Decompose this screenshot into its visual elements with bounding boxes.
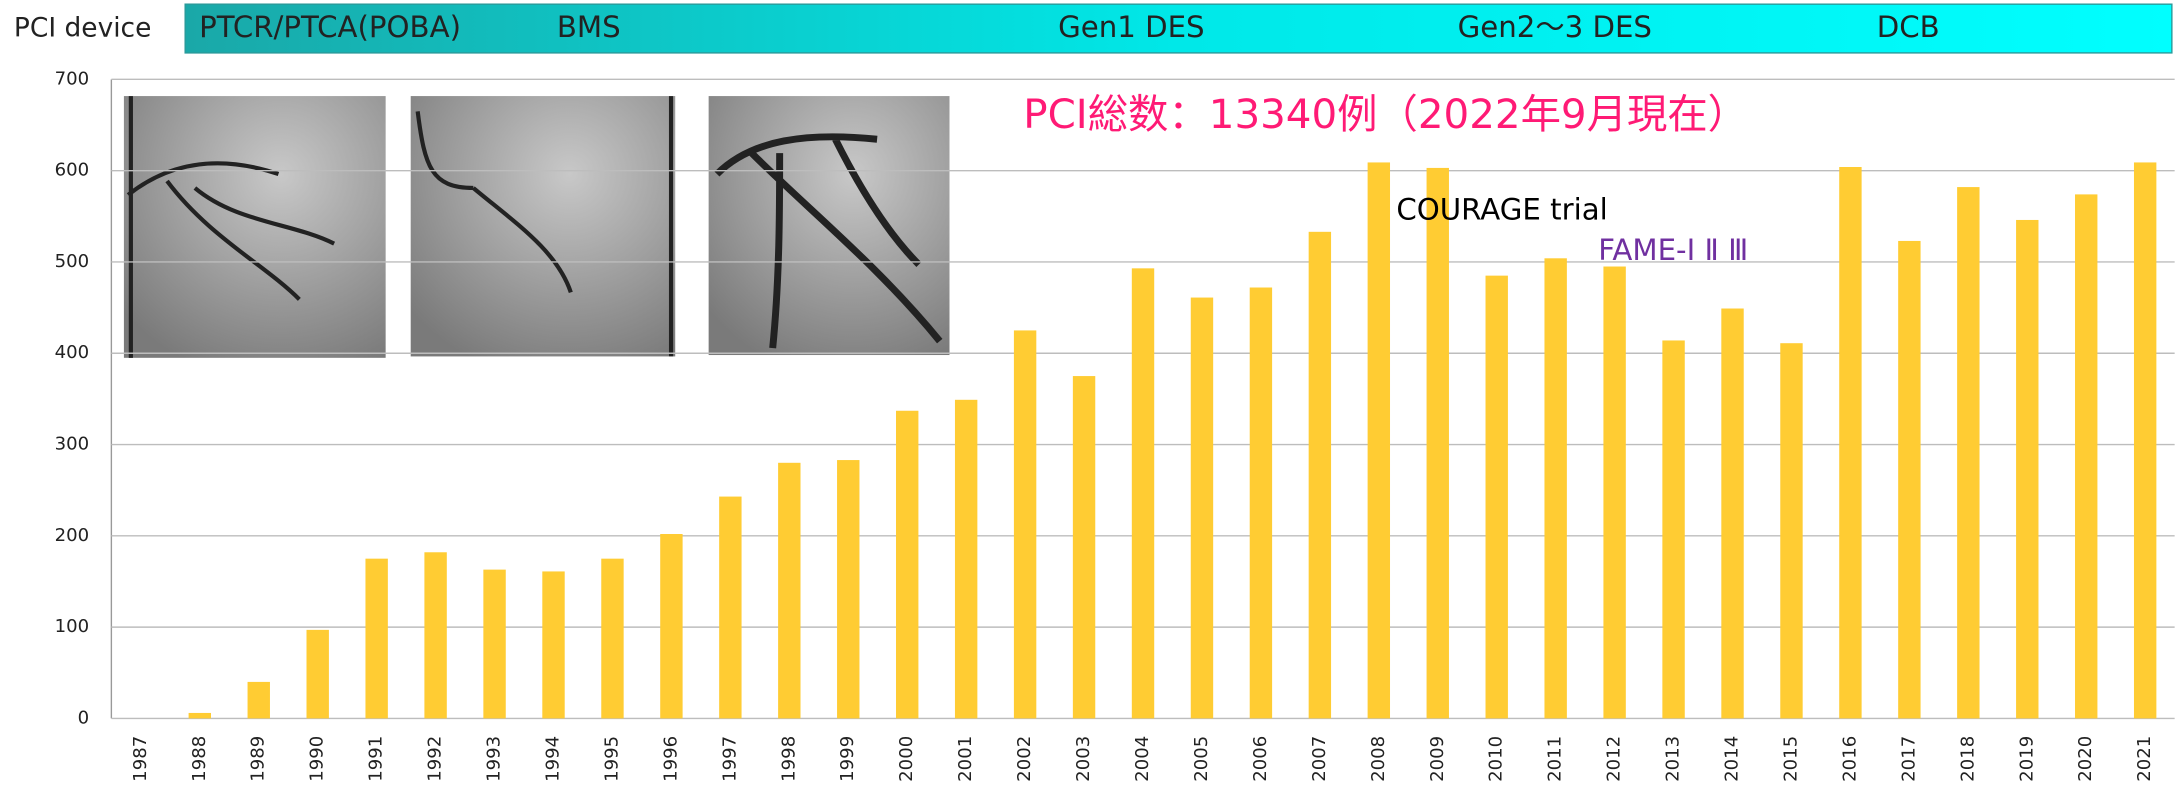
annotation: PCI総数：13340例（2022年9月現在） [1023, 91, 1748, 138]
x-tick-label: 1987 [130, 736, 151, 782]
angiogram-image [411, 96, 676, 356]
page: {"header": {"label": "PCI device", "eras… [0, 0, 2183, 795]
x-tick-label: 1991 [366, 736, 387, 782]
x-tick-label: 1988 [189, 736, 210, 782]
x-tick-label: 1995 [601, 736, 622, 782]
bar [1427, 168, 1449, 719]
bar [660, 534, 682, 718]
bar [365, 559, 387, 719]
y-tick-label: 0 [78, 707, 90, 728]
x-tick-label: 2006 [1250, 736, 1271, 782]
x-tick-label: 2021 [2134, 736, 2155, 782]
angiogram-images [124, 96, 950, 358]
x-tick-label: 2001 [955, 736, 976, 782]
x-tick-label: 2020 [2075, 736, 2096, 782]
bar [307, 630, 329, 719]
x-tick-label: 2003 [1073, 736, 1094, 782]
y-tick-label: 200 [55, 525, 90, 546]
bar [1721, 309, 1743, 719]
bar [1839, 167, 1861, 718]
bar [719, 497, 741, 719]
era-label: Gen2～3 DES [1458, 10, 1652, 44]
x-tick-label: 1999 [837, 736, 858, 782]
x-tick-label: 2013 [1663, 736, 1684, 782]
bar [2075, 194, 2097, 718]
x-tick-label: 2015 [1780, 736, 1801, 782]
bar [483, 570, 505, 719]
chart: PCI device PTCR/PTCA(POBA) BMS Gen1 DES Gen… [0, 0, 2183, 795]
bar [837, 460, 859, 718]
bar [1309, 232, 1331, 719]
bar [189, 713, 211, 718]
header-label: PCI device [14, 13, 151, 44]
x-tick-label: 1997 [719, 736, 740, 782]
bar [542, 571, 564, 718]
bar [896, 411, 918, 719]
x-tick-label: 1996 [660, 736, 681, 782]
bar [1486, 276, 1508, 719]
bar [1132, 268, 1154, 718]
x-tick-label: 2010 [1486, 736, 1507, 782]
bar [1780, 343, 1802, 718]
x-tick-label: 2009 [1427, 736, 1448, 782]
annotation: FAME-Ⅰ Ⅱ Ⅲ [1598, 233, 1748, 267]
y-tick-label: 500 [55, 251, 90, 272]
bar [955, 400, 977, 719]
bar [1898, 241, 1920, 718]
y-tick-label: 700 [55, 68, 90, 89]
x-tick-label: 1994 [543, 736, 564, 782]
x-tick-label: 2011 [1545, 736, 1566, 782]
x-tick-label: 2018 [1957, 736, 1978, 782]
bar [1191, 298, 1213, 719]
x-tick-label: 2007 [1309, 736, 1330, 782]
x-tick-label: 1990 [307, 736, 328, 782]
x-tick-label: 2005 [1191, 736, 1212, 782]
bar [778, 463, 800, 719]
bar [1662, 340, 1684, 718]
x-tick-label: 2017 [1898, 736, 1919, 782]
x-tick-label: 1992 [425, 736, 446, 782]
x-tick-label: 1998 [778, 736, 799, 782]
y-tick-label: 600 [55, 160, 90, 181]
era-label: Gen1 DES [1058, 10, 1205, 44]
era-label: BMS [557, 10, 621, 44]
x-tick-label: 2016 [1839, 736, 1860, 782]
bar [1957, 187, 1979, 718]
x-tick-label: 2012 [1604, 736, 1625, 782]
x-tick-label: 2008 [1368, 736, 1389, 782]
bar [2016, 220, 2038, 718]
x-tick-label: 2019 [2016, 736, 2037, 782]
x-tick-label: 1993 [484, 736, 505, 782]
y-tick-label: 300 [55, 434, 90, 455]
bar [424, 552, 446, 718]
bar [1544, 258, 1566, 718]
x-tick-label: 2000 [896, 736, 917, 782]
bar [2134, 162, 2156, 718]
angiogram-image [124, 96, 386, 358]
x-tick-label: 2002 [1014, 736, 1035, 782]
bar [1368, 162, 1390, 718]
y-tick-label: 400 [55, 342, 90, 363]
era-label: DCB [1877, 10, 1940, 44]
bar [601, 559, 623, 719]
annotation: COURAGE trial [1396, 193, 1607, 227]
bar [1073, 376, 1095, 718]
bar [1603, 267, 1625, 719]
bar [248, 682, 270, 719]
era-label: PTCR/PTCA(POBA) [199, 10, 461, 44]
bar [1250, 288, 1272, 719]
x-tick-label: 2014 [1722, 736, 1743, 782]
x-tick-label: 1989 [248, 736, 269, 782]
x-tick-label: 2004 [1132, 736, 1153, 782]
bar [1014, 330, 1036, 718]
y-tick-label: 100 [55, 616, 90, 637]
